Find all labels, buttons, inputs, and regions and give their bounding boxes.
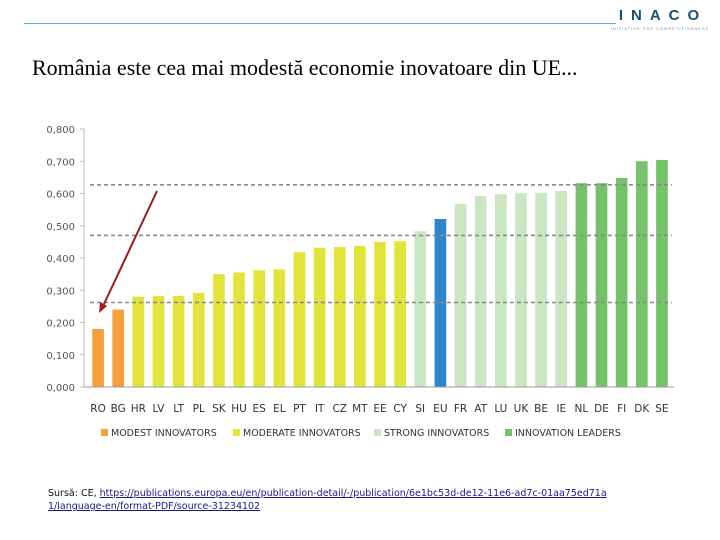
inaco-logo: INACO INITIATIVE FOR COMPETITIVENESS [610, 6, 710, 36]
logo-subtitle: INITIATIVE FOR COMPETITIVENESS [610, 26, 710, 31]
x-tick-label: SK [212, 403, 227, 415]
bar-cy [394, 241, 406, 387]
x-tick-label: IE [556, 403, 566, 415]
source-prefix: Sursă: CE, [48, 488, 100, 499]
bar-mt [354, 246, 366, 387]
bar-se [656, 159, 668, 387]
x-tick-label: EE [373, 403, 386, 415]
bar-cz [333, 247, 346, 387]
x-tick-label: EL [273, 403, 286, 415]
x-tick-label: UK [514, 403, 530, 415]
y-tick-label: 0,100 [46, 351, 75, 362]
x-tick-label: AT [474, 403, 487, 415]
x-tick-label: PT [293, 403, 306, 415]
y-tick-label: 0,600 [46, 190, 75, 201]
bar-ee [374, 241, 386, 387]
legend-swatch-strong [374, 429, 381, 436]
legend-label-leaders: INNOVATION LEADERS [515, 428, 621, 439]
x-tick-label: CZ [332, 403, 347, 415]
bar-si [414, 231, 427, 387]
header-rule [24, 23, 616, 24]
y-tick-label: 0,800 [46, 125, 75, 136]
y-tick-label: 0,200 [46, 319, 75, 330]
bar-at [474, 196, 487, 387]
bar-es [253, 270, 266, 387]
x-tick-label: SE [655, 403, 668, 415]
x-tick-label: MT [352, 403, 368, 415]
x-tick-label: NL [575, 403, 589, 415]
bar-uk [515, 193, 527, 387]
x-tick-label: FI [617, 403, 626, 415]
legend-label-strong: STRONG INNOVATORS [384, 428, 489, 439]
bar-lu [494, 194, 507, 387]
source-link[interactable]: https://publications.europa.eu/en/public… [48, 488, 607, 512]
slide-title: România este cea mai modestă economie in… [32, 55, 578, 80]
x-tick-label: HR [131, 403, 146, 415]
bar-pl [192, 292, 205, 387]
bar-lv [152, 296, 165, 387]
legend-label-modest: MODEST INNOVATORS [111, 428, 217, 439]
bar-bg [112, 309, 125, 387]
x-tick-label: DE [594, 403, 609, 415]
legend-swatch-leaders [505, 429, 512, 436]
x-tick-label: DK [634, 403, 650, 415]
bar-el [273, 269, 286, 387]
x-tick-label: BG [111, 403, 126, 415]
bar-hr [132, 296, 145, 387]
x-tick-label: CY [393, 403, 407, 415]
x-tick-label: HU [231, 403, 247, 415]
bar-be [535, 192, 547, 387]
bar-fr [454, 203, 467, 387]
x-tick-label: RO [90, 403, 106, 415]
legend-swatch-modest [101, 429, 108, 436]
bar-fi [615, 178, 628, 387]
source-note: Sursă: CE, https://publications.europa.e… [48, 487, 608, 513]
x-tick-label: BE [534, 403, 548, 415]
x-tick-label: ES [253, 403, 267, 415]
bar-nl [575, 183, 588, 387]
y-tick-label: 0,700 [46, 157, 75, 168]
x-tick-label: PL [193, 403, 205, 415]
x-tick-label: LU [494, 403, 507, 415]
y-tick-label: 0,000 [46, 383, 75, 394]
y-tick-label: 0,300 [46, 286, 75, 297]
bar-dk [635, 161, 648, 387]
x-tick-label: SI [415, 403, 425, 415]
bar-chart: 0,000 0,100 0,200 0,300 0,400 0,500 0,600 0,700… [46, 125, 674, 439]
legend-swatch-moderate [233, 429, 240, 436]
y-tick-label: 0,500 [46, 222, 75, 233]
bar-it [313, 247, 326, 387]
x-tick-label: LV [153, 403, 166, 415]
x-tick-label: EU [433, 403, 447, 415]
bar-ie [555, 190, 568, 387]
legend-label-moderate: MODERATE INNOVATORS [243, 428, 361, 439]
bar-de [595, 183, 608, 387]
bar-lt [172, 296, 185, 387]
bar-ro [92, 328, 104, 387]
x-tick-label: FR [454, 403, 467, 415]
annotation-arrow-line [102, 190, 158, 307]
bar-pt [293, 252, 306, 387]
logo-text: INACO [618, 7, 708, 24]
annotation-arrow-head [99, 302, 108, 313]
bar-hu [233, 272, 245, 387]
y-tick-label: 0,400 [46, 254, 75, 265]
bar-sk [213, 274, 225, 387]
x-tick-label: LT [173, 403, 184, 415]
x-tick-label: IT [315, 403, 325, 415]
